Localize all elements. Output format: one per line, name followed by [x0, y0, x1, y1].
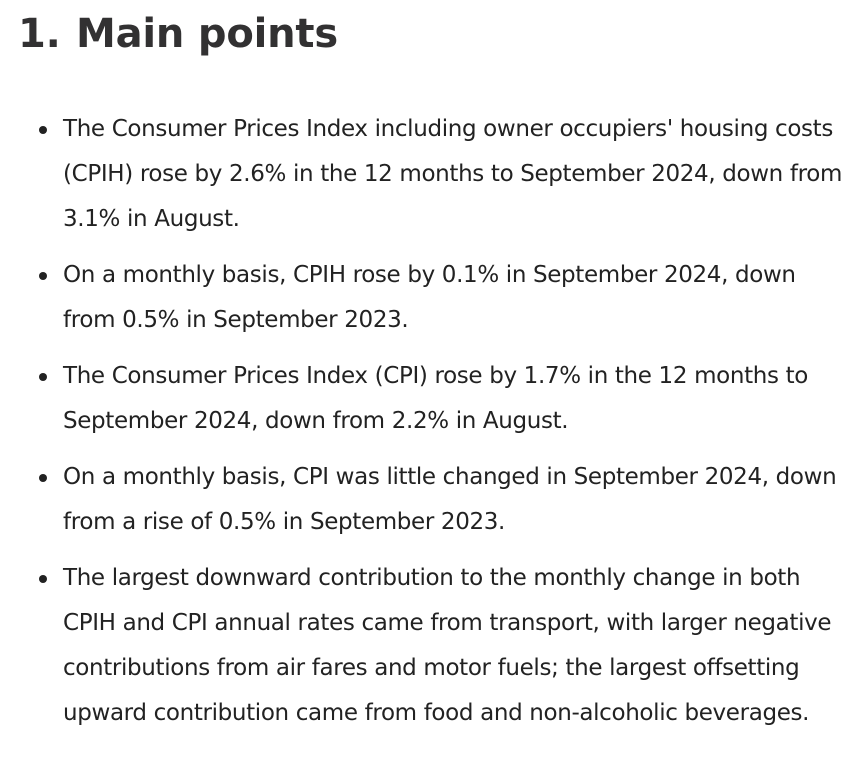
section-heading: 1. Main points [18, 8, 338, 60]
point-text: The Consumer Prices Index (CPI) rose by … [63, 363, 808, 434]
bullet-icon [39, 575, 47, 583]
point-text: On a monthly basis, CPI was little chang… [63, 464, 837, 535]
list-item: On a monthly basis, CPI was little chang… [0, 455, 861, 545]
main-points-list: The Consumer Prices Index including owne… [0, 107, 861, 747]
point-text: The Consumer Prices Index including owne… [63, 116, 842, 232]
bullet-icon [39, 272, 47, 280]
point-text: On a monthly basis, CPIH rose by 0.1% in… [63, 262, 796, 333]
section-number: 1. [18, 11, 61, 57]
list-item: On a monthly basis, CPIH rose by 0.1% in… [0, 253, 861, 343]
point-text: The largest downward contribution to the… [63, 565, 832, 726]
list-item: The Consumer Prices Index (CPI) rose by … [0, 354, 861, 444]
bullet-icon [39, 474, 47, 482]
bullet-icon [39, 373, 47, 381]
list-item: The Consumer Prices Index including owne… [0, 107, 861, 242]
list-item: The largest downward contribution to the… [0, 556, 861, 736]
bullet-icon [39, 126, 47, 134]
section-title: Main points [76, 11, 338, 57]
